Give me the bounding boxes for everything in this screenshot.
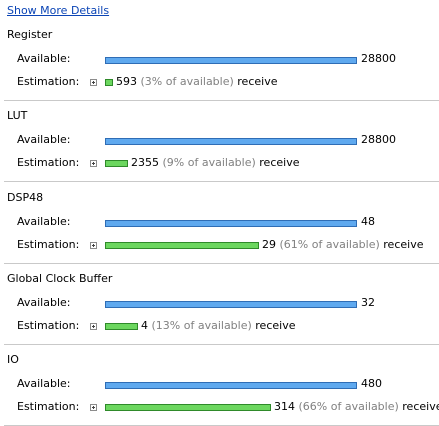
estimation-bar — [105, 404, 271, 411]
expand-plus-icon[interactable] — [90, 79, 97, 86]
estimation-label: Estimation: — [17, 75, 80, 88]
estimation-percent: (66% of available) — [298, 400, 399, 413]
available-bar — [105, 220, 357, 227]
section-title: LUT — [7, 109, 28, 122]
show-more-details-link[interactable]: Show More Details — [7, 4, 110, 17]
estimation-value: 29 — [262, 238, 276, 251]
expand-plus-icon[interactable] — [90, 323, 97, 330]
available-label: Available: — [17, 296, 71, 309]
section-lut: LUT Available: 28800 Estimation: 2355 (9% of… — [4, 109, 439, 182]
section-dsp48: DSP48 Available: 48 Estimation: 29 (61% of a… — [4, 191, 439, 264]
receive-text: receive — [402, 400, 439, 413]
estimation-bar — [105, 323, 138, 330]
section-global-clock-buffer: Global Clock Buffer Available: 32 Estimatio… — [4, 272, 439, 345]
estimation-text: 314 (66% of available) receive — [274, 400, 439, 413]
expand-plus-icon[interactable] — [90, 404, 97, 411]
estimation-percent: (9% of available) — [162, 156, 256, 169]
available-value: 32 — [361, 296, 375, 309]
estimation-value: 593 — [116, 75, 137, 88]
section-io: IO Available: 480 Estimation: 314 (66% of av… — [4, 353, 439, 426]
section-register: Register Available: 28800 Estimation: 593 (3… — [4, 28, 439, 101]
receive-text: receive — [383, 238, 424, 251]
estimation-text: 29 (61% of available) receive — [262, 238, 423, 251]
estimation-value: 314 — [274, 400, 295, 413]
available-value: 28800 — [361, 133, 396, 146]
estimation-value: 2355 — [131, 156, 159, 169]
estimation-bar — [105, 160, 128, 167]
estimation-percent: (61% of available) — [279, 238, 380, 251]
section-title: Global Clock Buffer — [7, 272, 113, 285]
expand-plus-icon[interactable] — [90, 160, 97, 167]
available-label: Available: — [17, 133, 71, 146]
available-bar — [105, 57, 357, 64]
estimation-label: Estimation: — [17, 238, 80, 251]
available-label: Available: — [17, 215, 71, 228]
available-label: Available: — [17, 377, 71, 390]
estimation-bar — [105, 242, 259, 249]
available-value: 28800 — [361, 52, 396, 65]
estimation-text: 2355 (9% of available) receive — [131, 156, 299, 169]
estimation-text: 593 (3% of available) receive — [116, 75, 277, 88]
estimation-value: 4 — [141, 319, 148, 332]
section-title: DSP48 — [7, 191, 44, 204]
available-value: 48 — [361, 215, 375, 228]
section-title: Register — [7, 28, 53, 41]
available-bar — [105, 382, 357, 389]
estimation-percent: (13% of available) — [151, 319, 252, 332]
available-label: Available: — [17, 52, 71, 65]
estimation-label: Estimation: — [17, 400, 80, 413]
estimation-percent: (3% of available) — [140, 75, 234, 88]
section-title: IO — [7, 353, 19, 366]
receive-text: receive — [255, 319, 296, 332]
estimation-bar — [105, 79, 113, 86]
estimation-label: Estimation: — [17, 156, 80, 169]
receive-text: receive — [237, 75, 278, 88]
estimation-text: 4 (13% of available) receive — [141, 319, 295, 332]
available-value: 480 — [361, 377, 382, 390]
estimation-label: Estimation: — [17, 319, 80, 332]
receive-text: receive — [259, 156, 300, 169]
available-bar — [105, 138, 357, 145]
expand-plus-icon[interactable] — [90, 242, 97, 249]
available-bar — [105, 301, 357, 308]
